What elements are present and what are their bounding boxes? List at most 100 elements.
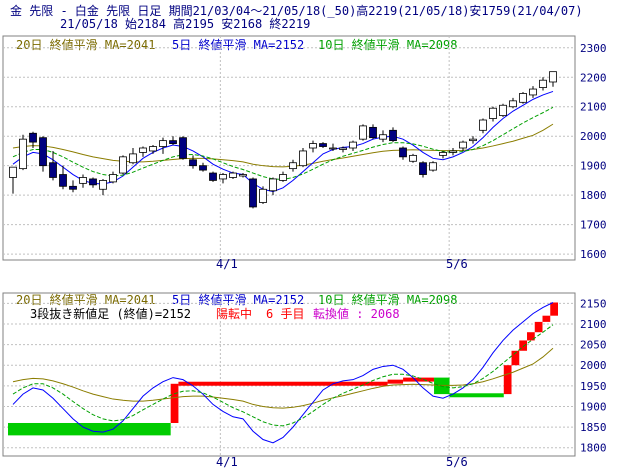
- ma-line-2: [12, 324, 554, 427]
- y-tick-label: 2000: [580, 130, 607, 143]
- brick-up: [387, 379, 404, 384]
- candle-up: [299, 150, 307, 167]
- candle-up: [359, 125, 367, 140]
- x-tick-label-4-1-upper: 4/1: [216, 257, 238, 271]
- candle-up: [279, 174, 287, 181]
- brick-down: [8, 422, 171, 436]
- candle-up: [529, 88, 537, 96]
- candle-up: [79, 177, 87, 184]
- y-tick-label: 2100: [580, 318, 607, 331]
- candle-up: [109, 174, 117, 183]
- ma-line-0: [12, 347, 554, 409]
- candle-down: [29, 132, 37, 143]
- upper-gridlines: [3, 36, 575, 260]
- legend-top-ma5: 5日 終値平滑 MA=2152: [172, 37, 304, 52]
- candle-up: [219, 174, 227, 180]
- upper-y-axis: 1600 1700 1800 1900 2000 2100 2200 2300: [580, 42, 607, 261]
- candle-up: [409, 154, 417, 162]
- candle-up: [19, 138, 27, 170]
- candle-up: [449, 150, 457, 153]
- brick-up: [403, 377, 435, 382]
- candle-up: [429, 162, 437, 171]
- candle-up: [439, 152, 447, 156]
- candle-up: [239, 174, 247, 177]
- candle-down: [169, 140, 177, 144]
- legend-bottom-ma20: 20日 終値平滑 MA=2041: [16, 292, 155, 307]
- candle-down: [369, 126, 377, 139]
- candle-down: [189, 159, 197, 167]
- x-tick-label-4-1-lower: 4/1: [216, 455, 238, 469]
- candle-up: [549, 71, 557, 83]
- brick-up: [511, 350, 520, 366]
- candle-up: [479, 119, 487, 131]
- candle-up: [339, 147, 347, 150]
- chart-header-line1: 金 先限 - 白金 先限 日足 期間21/03/04～21/05/18(_50)…: [10, 3, 583, 18]
- ma-line-1: [12, 302, 554, 444]
- candle-down: [399, 147, 407, 158]
- y-tick-label: 2000: [580, 359, 607, 372]
- brick-up: [519, 340, 528, 351]
- three-line-break-bricks: [8, 302, 558, 436]
- candle-down: [249, 178, 257, 208]
- candle-up: [499, 104, 507, 116]
- candlesticks: [9, 71, 557, 209]
- candle-up: [9, 166, 17, 178]
- candle-up: [129, 153, 137, 164]
- candle-up: [259, 188, 267, 203]
- x-tick-label-5-6-upper: 5/6: [446, 257, 468, 271]
- legend-bottom-ma10: 10日 終値平滑 MA=2098: [318, 292, 457, 307]
- candle-up: [159, 140, 167, 147]
- candle-up: [469, 138, 477, 142]
- candle-up: [519, 93, 527, 103]
- legend-top-ma10: 10日 終値平滑 MA=2098: [318, 37, 457, 52]
- lower-y-axis: 1800 1850 1900 1950 2000 2050 2100 2150: [580, 297, 607, 454]
- y-tick-label: 1950: [580, 380, 607, 393]
- candle-up: [309, 143, 317, 149]
- upper-panel-frame: [2, 35, 576, 261]
- candle-up: [289, 162, 297, 170]
- brick-up: [550, 302, 558, 316]
- candle-down: [209, 172, 217, 181]
- legend-top-ma20: 20日 終値平滑 MA=2041: [16, 37, 155, 52]
- candle-up: [379, 134, 387, 140]
- lower-gridlines: [3, 293, 575, 456]
- candle-down: [419, 162, 427, 175]
- candle-up: [119, 156, 127, 174]
- y-tick-label: 1850: [580, 421, 607, 434]
- candle-up: [539, 79, 547, 88]
- y-tick-label: 2100: [580, 101, 607, 114]
- legend-bottom-ma5: 5日 終値平滑 MA=2152: [172, 292, 304, 307]
- lower-moving-averages: [12, 302, 554, 444]
- candle-up: [349, 141, 357, 149]
- candle-up: [269, 178, 277, 192]
- y-tick-label: 1900: [580, 160, 607, 173]
- candle-down: [389, 129, 397, 142]
- y-tick-label: 1700: [580, 219, 607, 232]
- brick-down: [449, 393, 504, 398]
- brick-up: [542, 315, 551, 322]
- candle-down: [49, 162, 57, 178]
- y-tick-label: 1600: [580, 248, 607, 261]
- candle-up: [459, 141, 467, 149]
- reversal-value: 転換値 : 2068: [313, 306, 400, 321]
- candle-down: [59, 174, 67, 187]
- three-line-break-close: 3段抜き新値足 (終値)=2152: [30, 306, 191, 321]
- brick-up: [170, 383, 179, 423]
- brick-up: [503, 365, 512, 395]
- y-tick-label: 1800: [580, 189, 607, 202]
- candle-down: [179, 137, 187, 159]
- candle-down: [319, 143, 327, 147]
- y-tick-label: 2200: [580, 71, 607, 84]
- candle-down: [199, 165, 207, 171]
- lower-panel-frame: [2, 292, 576, 457]
- y-tick-label: 2300: [580, 42, 607, 55]
- candle-up: [149, 146, 157, 152]
- y-tick-label: 1800: [580, 442, 607, 455]
- y-tick-label: 2150: [580, 297, 607, 310]
- x-tick-label-5-6-lower: 5/6: [446, 455, 468, 469]
- brick-up: [534, 321, 543, 333]
- candle-up: [489, 107, 497, 119]
- candle-down: [89, 178, 97, 186]
